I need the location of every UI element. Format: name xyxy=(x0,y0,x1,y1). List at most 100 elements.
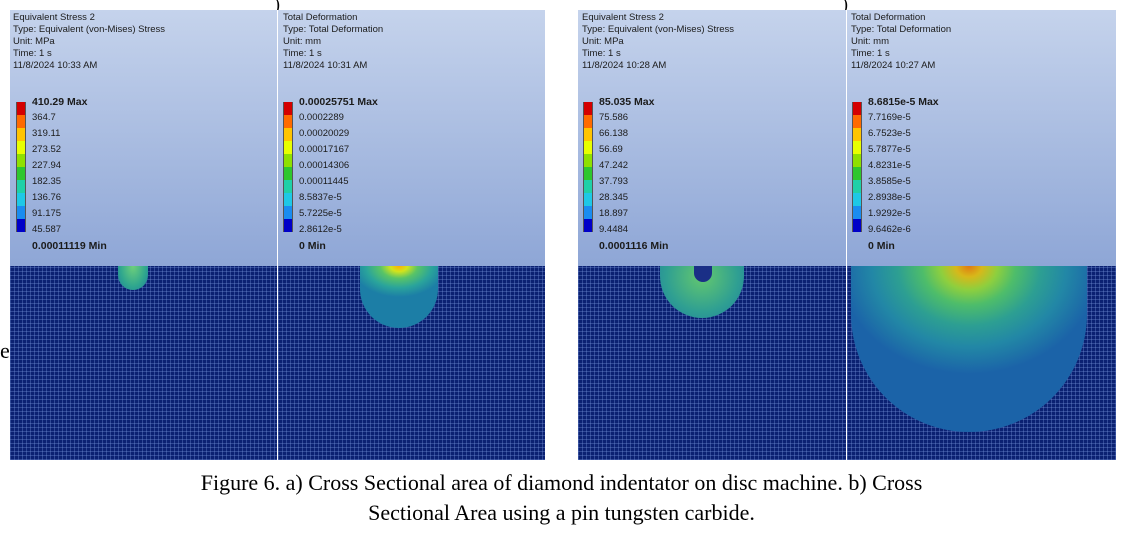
result-unit: Unit: MPa xyxy=(13,36,55,47)
legend-swatch xyxy=(852,115,862,128)
legend-swatch xyxy=(852,128,862,141)
result-type: Type: Equivalent (von-Mises) Stress xyxy=(13,24,166,35)
legend-swatch xyxy=(583,206,593,219)
result-info: Total Deformation Type: Total Deformatio… xyxy=(283,12,383,72)
legend-swatch xyxy=(16,102,26,115)
background xyxy=(10,10,277,266)
legend-tick-label: 75.586 xyxy=(599,112,629,123)
legend-tick-label: 0.0002289 xyxy=(299,112,344,123)
legend-swatch xyxy=(16,219,26,232)
legend-tick-label: 6.7523e-5 xyxy=(868,128,911,139)
deformation-plot-a: Total Deformation Type: Total Deformatio… xyxy=(278,10,545,460)
figure-panel-a: Equivalent Stress 2 Type: Equivalent (vo… xyxy=(10,10,545,460)
stress-plot-a: Equivalent Stress 2 Type: Equivalent (vo… xyxy=(10,10,277,460)
legend-swatch xyxy=(283,206,293,219)
legend-swatch xyxy=(16,115,26,128)
result-date: 11/8/2024 10:33 AM xyxy=(13,60,98,71)
legend-max-label: 410.29 Max xyxy=(32,96,88,108)
legend-tick-label: 0.00011445 xyxy=(299,176,349,187)
legend-swatch xyxy=(283,219,293,232)
legend-swatch xyxy=(583,154,593,167)
result-date: 11/8/2024 10:31 AM xyxy=(283,60,368,71)
result-unit: Unit: MPa xyxy=(582,36,624,47)
legend-tick-label: 7.7169e-5 xyxy=(868,112,911,123)
result-time: Time: 1 s xyxy=(582,48,621,59)
legend-tick-label: 37.793 xyxy=(599,176,629,187)
legend-swatch xyxy=(852,154,862,167)
legend-swatch xyxy=(283,115,293,128)
result-title: Total Deformation xyxy=(283,12,358,23)
legend-tick-label: 5.7877e-5 xyxy=(868,144,911,155)
legend-tick-label: 28.345 xyxy=(599,192,629,203)
legend-swatch xyxy=(852,167,862,180)
legend-swatch xyxy=(583,219,593,232)
legend-swatch xyxy=(283,102,293,115)
legend-swatch xyxy=(852,180,862,193)
mesh-cross-section xyxy=(10,266,277,460)
legend-min-label: 0.00011119 Min xyxy=(32,240,107,252)
legend-tick-label: 2.8938e-5 xyxy=(868,192,911,203)
legend-max-label: 8.6815e-5 Max xyxy=(868,96,939,108)
legend-swatch xyxy=(16,141,26,154)
legend-swatch xyxy=(283,180,293,193)
cropped-text-fragment: e xyxy=(0,338,10,363)
result-time: Time: 1 s xyxy=(283,48,322,59)
legend-tick-label: 4.8231e-5 xyxy=(868,160,911,171)
background xyxy=(578,10,846,266)
legend-tick-label: 364.7 xyxy=(32,112,56,123)
figure-caption-line-1: Figure 6. a) Cross Sectional area of dia… xyxy=(200,470,923,495)
legend-swatch xyxy=(16,167,26,180)
panel-divider xyxy=(846,10,847,460)
figure-caption-line-2: Sectional Area using a pin tungsten carb… xyxy=(368,500,755,525)
result-type: Type: Total Deformation xyxy=(851,24,952,35)
legend-swatch xyxy=(16,128,26,141)
legend-tick-label: 273.52 xyxy=(32,144,62,155)
result-unit: Unit: mm xyxy=(851,36,889,47)
legend-max-label: 0.00025751 Max xyxy=(299,96,378,108)
result-date: 11/8/2024 10:27 AM xyxy=(851,60,936,71)
result-title: Equivalent Stress 2 xyxy=(13,12,95,23)
panel-divider xyxy=(277,10,278,460)
legend-swatch xyxy=(16,180,26,193)
legend-swatch xyxy=(283,141,293,154)
legend-swatch xyxy=(583,167,593,180)
legend-min-label: 0 Min xyxy=(868,240,895,252)
legend-swatch xyxy=(283,128,293,141)
legend-swatch xyxy=(583,128,593,141)
legend-tick-label: 66.138 xyxy=(599,128,629,139)
result-title: Equivalent Stress 2 xyxy=(582,12,664,23)
legend-swatch xyxy=(16,206,26,219)
result-time: Time: 1 s xyxy=(13,48,52,59)
background xyxy=(847,10,1116,266)
legend-swatch xyxy=(852,102,862,115)
panel-b-label-fragment: ) xyxy=(842,0,848,14)
legend-tick-label: 1.9292e-5 xyxy=(868,208,911,219)
legend-swatch xyxy=(583,180,593,193)
legend-tick-label: 227.94 xyxy=(32,160,62,171)
legend-tick-label: 8.5837e-5 xyxy=(299,192,342,203)
legend-swatch xyxy=(583,141,593,154)
legend-tick-label: 47.242 xyxy=(599,160,629,171)
legend-swatch xyxy=(852,193,862,206)
legend-tick-label: 0.00017167 xyxy=(299,144,350,155)
result-type: Type: Total Deformation xyxy=(283,24,384,35)
legend-swatch xyxy=(583,102,593,115)
legend-swatch xyxy=(283,193,293,206)
background xyxy=(278,10,545,266)
legend-tick-label: 9.6462e-6 xyxy=(868,224,911,235)
panel-a-label-fragment: ) xyxy=(274,0,280,14)
legend-swatch xyxy=(852,219,862,232)
legend-swatch xyxy=(583,193,593,206)
legend-tick-label: 319.11 xyxy=(32,128,61,139)
legend-min-label: 0.0001116 Min xyxy=(599,240,669,252)
legend-min-label: 0 Min xyxy=(299,240,326,252)
legend-max-label: 85.035 Max xyxy=(599,96,655,108)
legend-tick-label: 136.76 xyxy=(32,192,62,203)
deformation-plot-b: Total Deformation Type: Total Deformatio… xyxy=(847,10,1116,460)
legend-swatch xyxy=(852,206,862,219)
result-date: 11/8/2024 10:28 AM xyxy=(582,60,667,71)
legend-swatch xyxy=(283,154,293,167)
legend-tick-label: 3.8585e-5 xyxy=(868,176,911,187)
legend-tick-label: 56.69 xyxy=(599,144,623,155)
legend-swatch xyxy=(16,193,26,206)
